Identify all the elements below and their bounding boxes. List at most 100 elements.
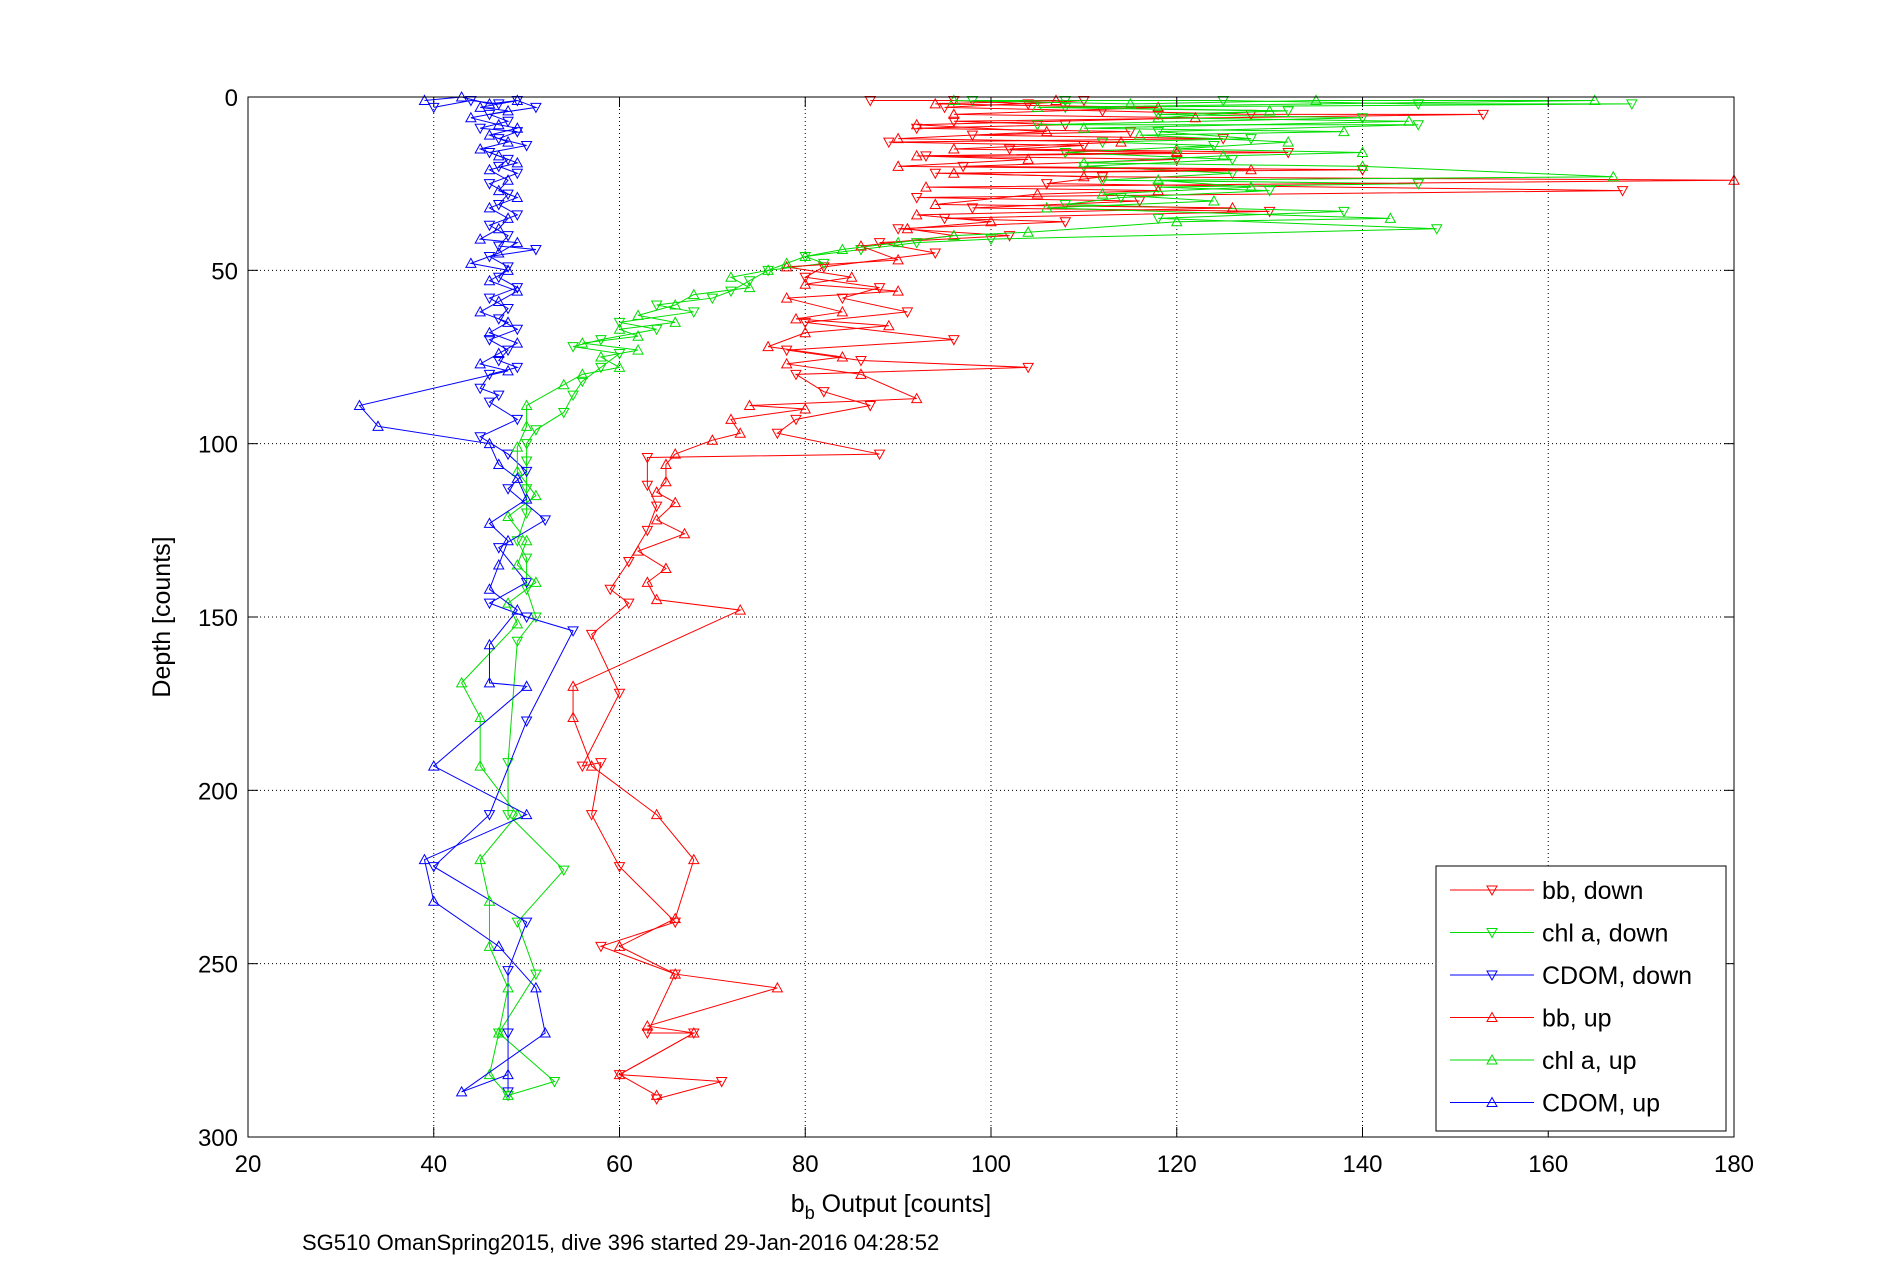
data-point — [511, 362, 524, 374]
data-point — [1152, 182, 1165, 194]
legend: bb, down chl a, down CDOM, down bb, up chl a… — [1435, 865, 1727, 1132]
data-point — [780, 260, 793, 272]
x-axis-label: bb Output [counts] — [791, 1190, 991, 1223]
data-point — [585, 629, 598, 641]
data-point — [1031, 101, 1044, 112]
data-point — [520, 553, 533, 565]
data-point — [474, 233, 487, 244]
data-point — [502, 966, 514, 977]
data-point — [1282, 147, 1295, 159]
chart-caption: SG510 OmanSpring2015, dive 396 started 2… — [302, 1230, 939, 1255]
data-point — [502, 231, 514, 242]
data-point — [483, 293, 496, 305]
data-point — [511, 465, 524, 476]
legend-marker — [1486, 1096, 1498, 1107]
data-point — [929, 97, 942, 109]
y-tick-label: 50 — [211, 258, 238, 285]
data-point — [502, 449, 514, 461]
data-point — [734, 604, 747, 615]
data-point — [762, 264, 774, 275]
data-point — [1245, 181, 1257, 192]
data-point — [966, 203, 979, 214]
data-point — [455, 1085, 468, 1097]
data-point — [1217, 149, 1230, 161]
data-point — [483, 638, 496, 650]
data-point — [502, 364, 514, 376]
data-point — [427, 760, 440, 771]
data-point — [1003, 231, 1016, 242]
data-point — [595, 350, 607, 362]
series-2 — [427, 95, 579, 1098]
data-point — [427, 862, 440, 873]
data-point — [1152, 111, 1165, 123]
data-point — [650, 324, 663, 336]
data-point — [855, 355, 867, 367]
data-point — [892, 253, 904, 265]
data-point — [511, 168, 524, 180]
data-point — [539, 1026, 552, 1038]
y-tick-label: 100 — [198, 432, 238, 459]
data-point — [502, 758, 514, 769]
data-point — [1152, 174, 1165, 185]
data-point — [948, 94, 960, 105]
data-point — [1282, 136, 1295, 147]
data-point — [669, 298, 682, 310]
x-axis-label-main: b — [791, 1190, 805, 1218]
data-point — [799, 272, 812, 284]
data-point — [492, 295, 505, 307]
data-point — [520, 534, 533, 546]
data-point — [427, 895, 440, 906]
data-point — [845, 271, 858, 282]
series-4 — [455, 94, 1620, 1100]
data-point — [1152, 101, 1165, 112]
data-point — [511, 917, 524, 929]
data-point — [799, 402, 812, 414]
data-point — [1050, 94, 1062, 105]
data-point — [502, 1068, 514, 1080]
data-point — [511, 122, 524, 133]
data-point — [985, 234, 997, 246]
data-point — [483, 129, 496, 140]
y-tick-label: 300 — [198, 1125, 238, 1152]
data-point — [492, 272, 505, 284]
data-point — [873, 283, 886, 294]
data-point — [743, 276, 756, 287]
data-point — [669, 448, 682, 459]
data-point — [1384, 212, 1397, 223]
x-axis-label-rest: Output [counts] — [815, 1190, 992, 1218]
data-point — [1588, 94, 1601, 105]
data-point — [1412, 179, 1425, 190]
data-point — [520, 141, 533, 152]
data-point — [1338, 125, 1350, 137]
data-point — [1152, 184, 1165, 196]
data-point — [1607, 170, 1620, 182]
data-point — [418, 853, 431, 865]
data-point — [1189, 111, 1202, 123]
data-point — [650, 593, 663, 605]
data-point — [502, 174, 514, 185]
data-point — [669, 968, 682, 979]
data-point — [567, 711, 579, 723]
data-point — [901, 222, 914, 234]
data-point — [660, 562, 672, 573]
data-point — [511, 156, 524, 168]
data-point — [520, 484, 533, 495]
data-point — [1245, 163, 1257, 175]
data-point — [502, 510, 514, 521]
data-point — [1263, 206, 1276, 218]
data-point — [892, 160, 904, 171]
legend-label: chl a, down — [1542, 920, 1668, 948]
data-point — [948, 167, 960, 178]
data-point — [641, 1020, 654, 1031]
data-point — [474, 711, 487, 723]
data-point — [576, 376, 589, 388]
data-point — [530, 969, 542, 981]
data-point — [483, 201, 496, 213]
data-point — [855, 240, 867, 251]
legend-label: bb, down — [1542, 877, 1643, 905]
data-point — [910, 149, 923, 161]
x-axis-label-subscript: b — [805, 1203, 815, 1223]
legend-box — [1435, 865, 1727, 1132]
data-point — [725, 271, 737, 282]
data-point — [492, 940, 505, 951]
